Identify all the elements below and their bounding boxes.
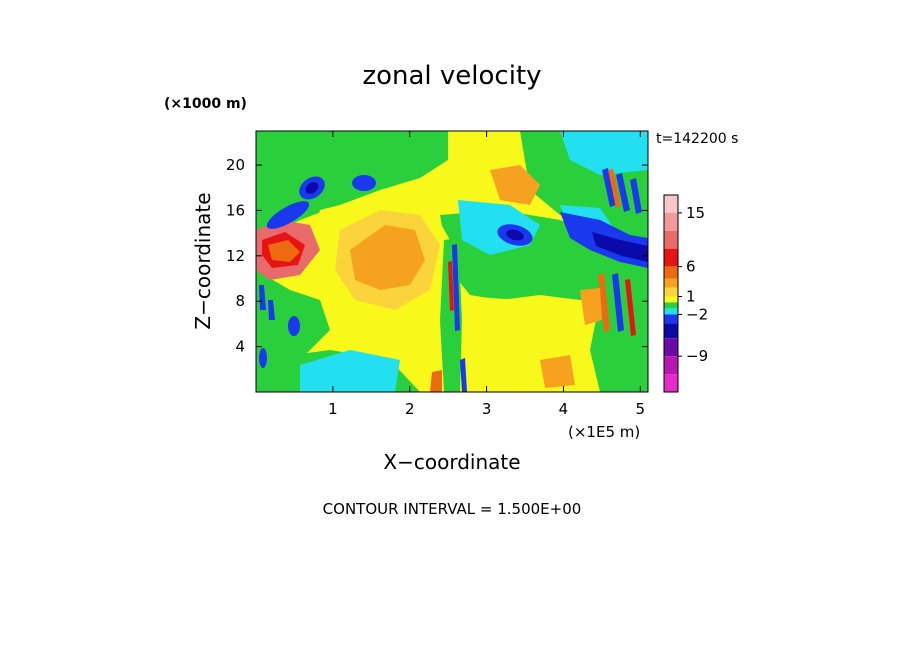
- colorbar: 15 6 1−2 −9: [663, 194, 708, 393]
- y-unit-label: (×1000 m): [164, 96, 247, 112]
- wave-stripe-7: [625, 279, 636, 336]
- colorbar-swatch: [664, 314, 678, 324]
- plot-area: [255, 130, 649, 393]
- contour-interval-label: CONTOUR INTERVAL = 1.500E+00: [323, 500, 582, 518]
- blue-eddy-mid-core: [506, 229, 524, 241]
- blue-eddy-left-low: [288, 316, 300, 336]
- x-tick-label: 4: [559, 400, 569, 418]
- y-tick-label: 8: [235, 292, 245, 310]
- vertical-jet-red: [448, 261, 454, 311]
- y-axis: 4 8 12 16 20: [226, 156, 648, 356]
- colorbar-swatch: [664, 195, 678, 213]
- blue-eddy-left: [266, 201, 310, 229]
- x-tick-label: 2: [405, 400, 415, 418]
- y-tick-label: 20: [226, 156, 245, 174]
- x-tick-label: 1: [328, 400, 338, 418]
- blue-eddy-top-center: [352, 175, 376, 191]
- colorbar-swatch: [664, 374, 678, 392]
- colorbar-swatch: [664, 338, 678, 357]
- colorbar-swatch: [664, 323, 678, 339]
- wave-stripe-4: [608, 169, 621, 208]
- colorbar-swatch: [664, 287, 678, 297]
- colorbar-swatch: [664, 278, 678, 288]
- wave-stripe-5: [598, 273, 610, 332]
- chart-title: zonal velocity: [362, 61, 541, 91]
- time-label: t=142200 s: [656, 131, 738, 147]
- colorbar-swatch: [664, 230, 678, 249]
- wave-stripe-1: [602, 168, 616, 207]
- blue-band-right-core: [592, 232, 648, 262]
- orange-blob-bottom: [540, 355, 575, 388]
- vertical-jet-blue-low: [460, 358, 467, 392]
- colorbar-swatch: [664, 266, 678, 279]
- colorbar-swatch: [664, 212, 678, 231]
- region-yellow-mid-right: [450, 295, 570, 380]
- colorbar-tick-label: 1: [686, 287, 696, 305]
- colorbar-swatch: [664, 302, 678, 309]
- region-orange-left: [268, 240, 300, 262]
- x-unit-label: (×1E5 m): [568, 423, 640, 441]
- region-orange-upper-right: [490, 165, 540, 205]
- velocity-field: [256, 131, 648, 392]
- y-tick-label: 16: [226, 201, 245, 219]
- x-tick-label: 3: [482, 400, 492, 418]
- colorbar-tick-label: 15: [686, 204, 705, 222]
- colorbar-swatch: [664, 356, 678, 375]
- y-axis-label: Z−coordinate: [191, 192, 215, 329]
- y-tick-label: 4: [235, 338, 245, 356]
- colorbar-tick-label: 6: [686, 258, 696, 276]
- colorbar-tick-label: −9: [686, 347, 708, 365]
- x-tick-label: 5: [636, 400, 646, 418]
- left-edge-blue-2: [268, 300, 275, 320]
- x-axis: 1 2 3 4 5: [328, 131, 645, 418]
- colorbar-swatch: [664, 308, 678, 315]
- colorbar-frame: [663, 194, 679, 393]
- vertical-jet-blue: [452, 244, 460, 331]
- left-edge-blue-1: [259, 285, 266, 310]
- x-axis-label: X−coordinate: [383, 450, 520, 474]
- wave-stripe-2: [616, 173, 630, 212]
- colorbar-swatch: [664, 296, 678, 303]
- plot-frame: [255, 130, 649, 393]
- colorbar-tick-label: −2: [686, 305, 708, 323]
- wave-stripe-6: [612, 273, 624, 332]
- vertical-jet-orange-low: [430, 370, 442, 392]
- wave-stripe-3: [630, 178, 642, 214]
- region-cyan-bottom-left: [300, 350, 400, 392]
- y-tick-label: 12: [226, 247, 245, 265]
- colorbar-swatch: [664, 248, 678, 267]
- region-orange-center: [350, 225, 425, 290]
- orange-blob-lower-right: [580, 288, 602, 325]
- blue-eddy-upper-left-core: [305, 182, 319, 194]
- region-cyan-upper-right: [560, 131, 648, 175]
- blue-eddy-bottom-left: [259, 348, 267, 368]
